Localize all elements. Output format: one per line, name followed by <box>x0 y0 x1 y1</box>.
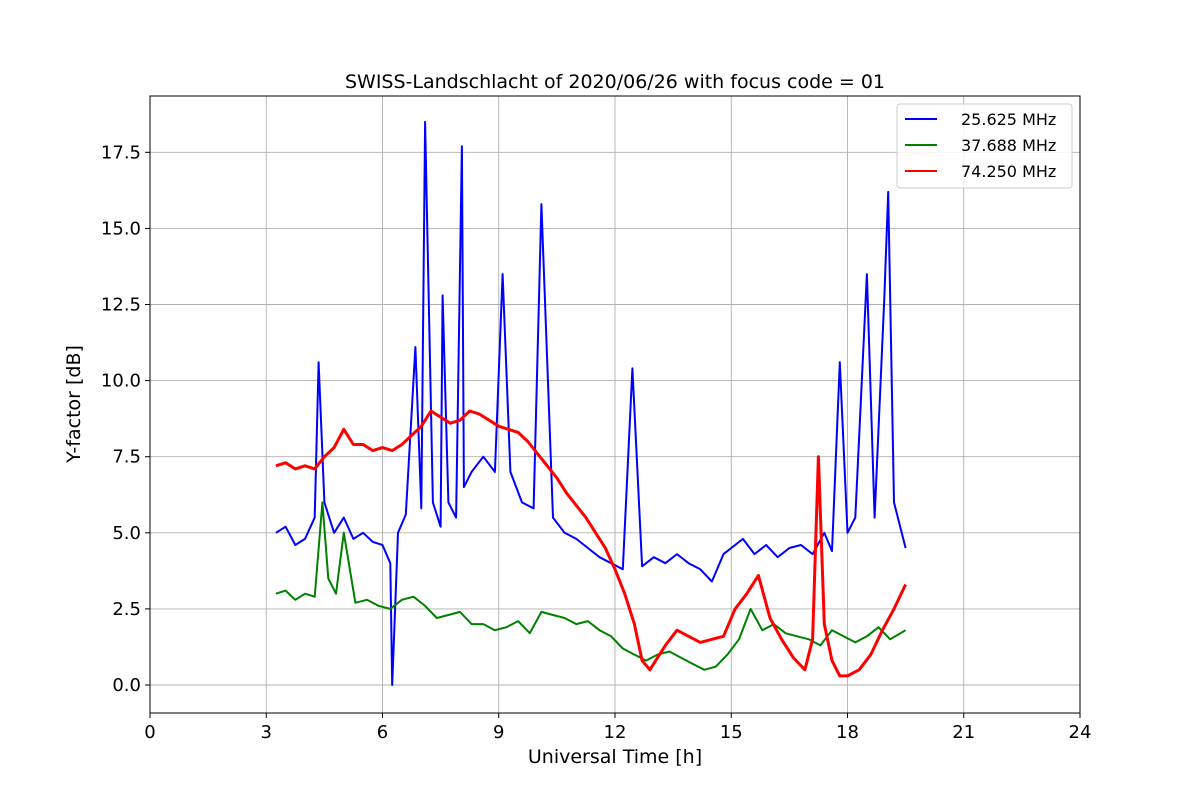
y-axis-label: Y-factor [dB] <box>63 345 85 464</box>
x-tick-label: 12 <box>604 722 627 743</box>
series-layer <box>275 120 907 686</box>
series-line-2 <box>275 501 907 671</box>
y-tick-label: 17.5 <box>101 142 141 163</box>
x-tick-label: 6 <box>377 722 388 743</box>
series-line-3 <box>275 409 907 678</box>
y-tick-label: 10.0 <box>101 371 141 392</box>
series-line-1 <box>275 120 907 686</box>
x-tick-label: 15 <box>720 722 743 743</box>
y-tick-label: 2.5 <box>112 599 141 620</box>
y-tick-label: 12.5 <box>101 295 141 316</box>
x-axis-label: Universal Time [h] <box>528 746 702 768</box>
x-tick-label: 0 <box>144 722 155 743</box>
y-tick-label: 5.0 <box>112 523 141 544</box>
chart-title: SWISS-Landschlacht of 2020/06/26 with fo… <box>345 71 885 93</box>
y-tick-label: 15.0 <box>101 218 141 239</box>
legend-box <box>896 103 1073 189</box>
legend: 25.625 MHz 37.688 MHz 74.250 MHz <box>896 103 1073 189</box>
x-tick-label: 18 <box>836 722 859 743</box>
x-tick-label: 9 <box>493 722 504 743</box>
x-tick-label: 21 <box>952 722 975 743</box>
x-tick-label: 24 <box>1069 722 1092 743</box>
y-tick-label: 0.0 <box>112 675 141 696</box>
legend-label: 37.688 MHz <box>961 136 1056 155</box>
x-tick-label: 3 <box>261 722 272 743</box>
legend-label: 74.250 MHz <box>961 162 1056 181</box>
axis-ticks: 0 3 6 9 12 15 18 21 24 0.0 2.5 5.0 7.5 10.0 12.5 15.0 17… <box>101 142 1092 743</box>
legend-label: 25.625 MHz <box>961 110 1056 129</box>
y-tick-label: 7.5 <box>112 447 141 468</box>
